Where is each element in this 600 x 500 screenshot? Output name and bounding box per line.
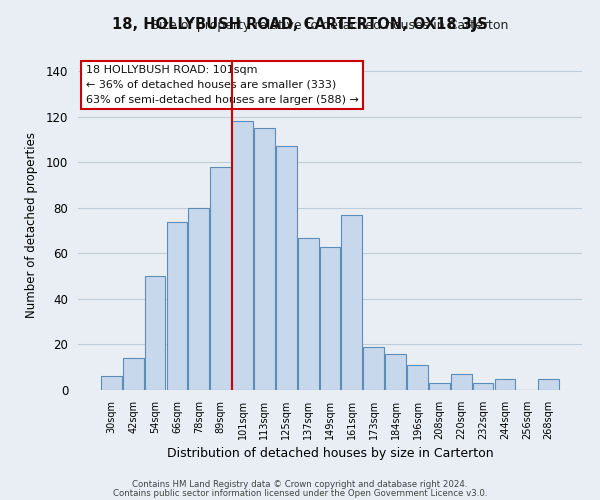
Bar (429, 383, 450, 390)
Bar (494, 378, 515, 390)
Title: Size of property relative to detached houses in Carterton: Size of property relative to detached ho… (151, 20, 509, 32)
Bar (276, 146, 296, 390)
Bar (145, 276, 166, 390)
Text: 18 HOLLYBUSH ROAD: 101sqm
← 36% of detached houses are smaller (333)
63% of semi: 18 HOLLYBUSH ROAD: 101sqm ← 36% of detac… (86, 65, 358, 104)
Bar (210, 167, 231, 390)
Text: Contains public sector information licensed under the Open Government Licence v3: Contains public sector information licen… (113, 489, 487, 498)
Bar (341, 215, 362, 390)
Text: 18, HOLLYBUSH ROAD, CARTERTON, OX18 3JS: 18, HOLLYBUSH ROAD, CARTERTON, OX18 3JS (112, 18, 488, 32)
Bar (298, 238, 319, 390)
Bar (254, 128, 275, 390)
Bar (167, 222, 187, 390)
Bar (123, 358, 143, 390)
Bar (473, 383, 493, 390)
Bar (538, 378, 559, 390)
Bar (101, 376, 122, 390)
Bar (364, 347, 384, 390)
Text: Contains HM Land Registry data © Crown copyright and database right 2024.: Contains HM Land Registry data © Crown c… (132, 480, 468, 489)
Bar (451, 374, 472, 390)
Bar (385, 354, 406, 390)
Bar (407, 365, 428, 390)
Bar (320, 246, 340, 390)
Y-axis label: Number of detached properties: Number of detached properties (25, 132, 38, 318)
Bar (188, 208, 209, 390)
Bar (232, 122, 253, 390)
X-axis label: Distribution of detached houses by size in Carterton: Distribution of detached houses by size … (167, 448, 493, 460)
